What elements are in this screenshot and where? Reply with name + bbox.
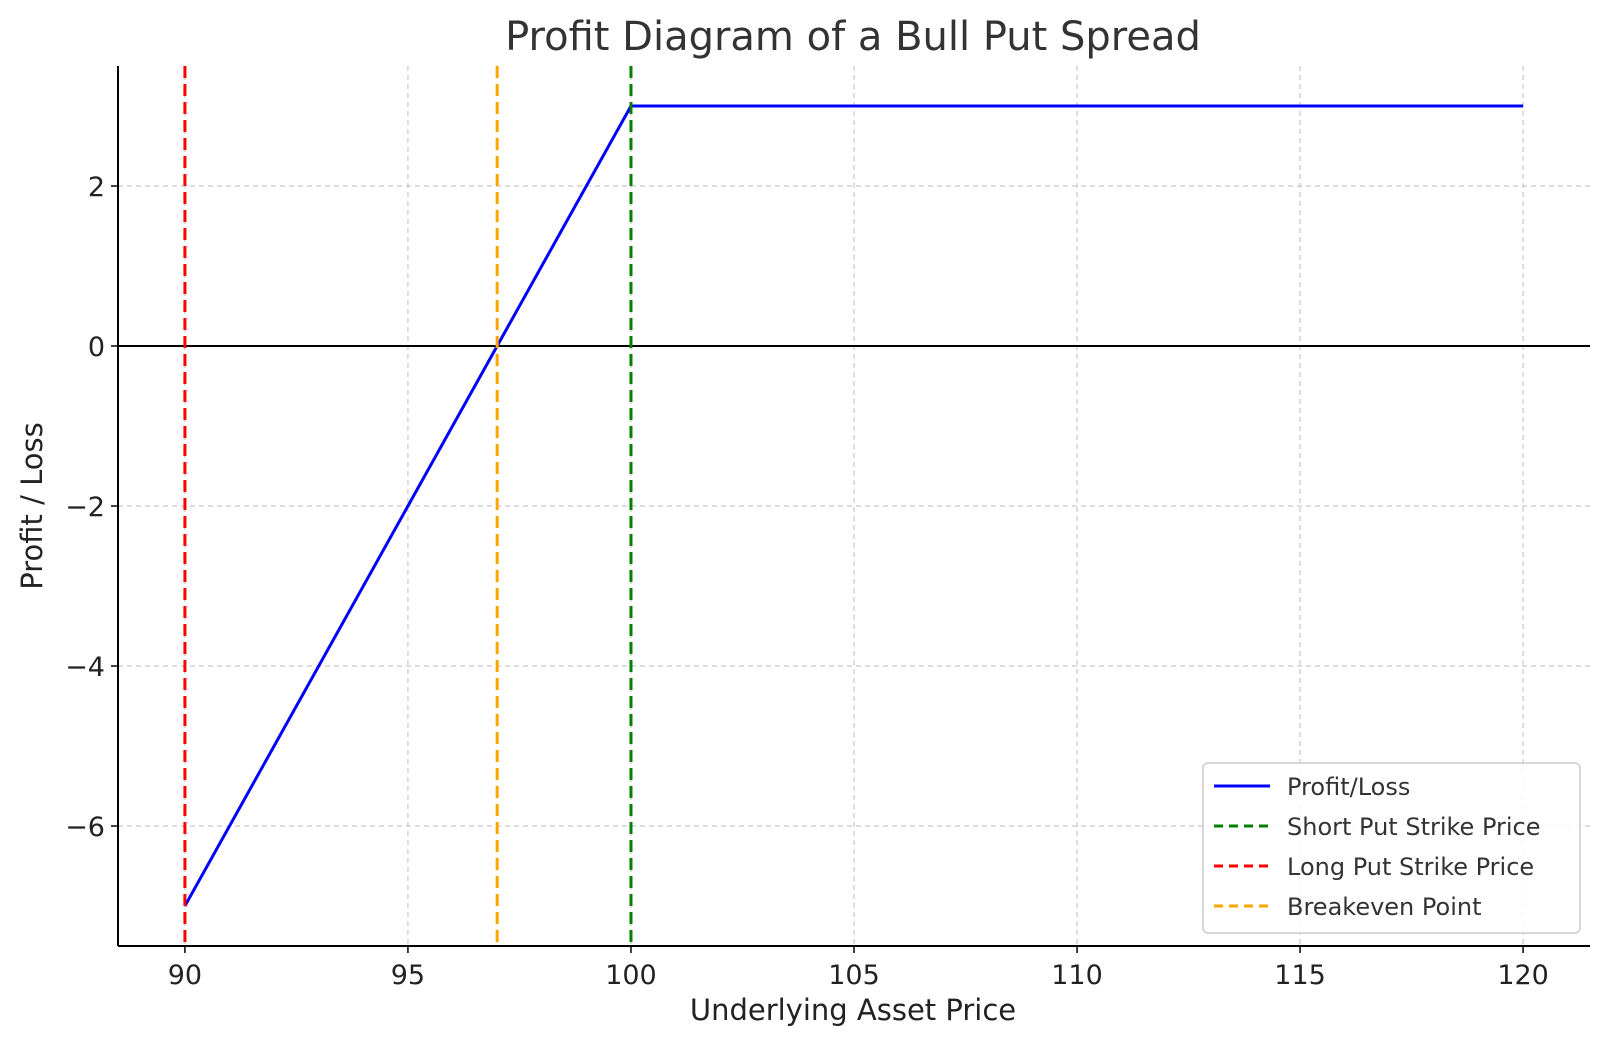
legend-label: Profit/Loss — [1287, 773, 1410, 801]
x-tick-label: 95 — [391, 960, 425, 991]
y-axis-label: Profit / Loss — [15, 422, 49, 589]
legend-box — [1202, 762, 1581, 934]
x-tick-label: 105 — [828, 960, 880, 991]
x-axis-label: Underlying Asset Price — [690, 993, 1016, 1027]
legend: Profit/Loss Short Put Strike Price Long Pu… — [1202, 762, 1581, 934]
x-tick-label: 120 — [1497, 960, 1549, 991]
tick-labels: 90 95 100 105 110 115 120 −6 −4 −2 0 2 — [65, 172, 1549, 991]
x-tick-label: 115 — [1274, 960, 1326, 991]
legend-label: Short Put Strike Price — [1287, 813, 1541, 841]
y-tick-label: 2 — [88, 172, 105, 203]
y-tick-label: −2 — [65, 492, 105, 523]
y-tick-label: −4 — [65, 652, 105, 683]
x-tick-label: 90 — [168, 960, 202, 991]
series-layer — [183, 66, 1524, 946]
chart-title: Profit Diagram of a Bull Put Spread — [505, 14, 1201, 60]
y-tick-label: −6 — [65, 812, 105, 843]
axes — [111, 66, 1590, 953]
x-tick-label: 100 — [605, 960, 657, 991]
y-tick-label: 0 — [88, 332, 105, 363]
legend-label: Breakeven Point — [1287, 893, 1481, 921]
legend-label: Long Put Strike Price — [1287, 853, 1534, 881]
x-tick-label: 110 — [1051, 960, 1103, 991]
